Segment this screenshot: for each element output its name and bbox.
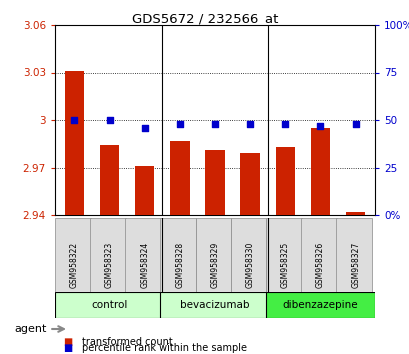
Text: GSM958322: GSM958322 <box>70 242 79 288</box>
Bar <box>240 153 259 215</box>
Bar <box>275 147 294 215</box>
Bar <box>265 218 301 292</box>
Text: GSM958325: GSM958325 <box>280 242 289 288</box>
Point <box>281 121 288 127</box>
Bar <box>55 292 164 318</box>
Bar <box>100 145 119 215</box>
Text: agent: agent <box>14 324 47 334</box>
Point <box>317 123 323 129</box>
Bar <box>55 218 90 292</box>
Bar <box>265 292 374 318</box>
Point <box>106 117 112 123</box>
Point <box>351 121 358 127</box>
Bar <box>160 218 196 292</box>
Text: GSM958324: GSM958324 <box>140 242 149 288</box>
Point <box>141 125 148 130</box>
Text: GSM958326: GSM958326 <box>315 242 324 288</box>
Point <box>211 121 218 127</box>
Text: dibenzazepine: dibenzazepine <box>282 300 357 310</box>
Bar <box>195 218 231 292</box>
Bar <box>125 218 160 292</box>
Point <box>71 117 77 123</box>
Text: bevacizumab: bevacizumab <box>180 300 249 310</box>
Bar <box>90 218 126 292</box>
Bar <box>135 166 154 215</box>
Bar <box>335 218 371 292</box>
Text: transformed count: transformed count <box>81 337 172 347</box>
Text: GSM958323: GSM958323 <box>105 242 114 288</box>
Bar <box>170 141 189 215</box>
Text: GDS5672 / 232566_at: GDS5672 / 232566_at <box>131 12 278 25</box>
Bar <box>230 218 266 292</box>
Bar <box>345 212 364 215</box>
Text: GSM958327: GSM958327 <box>350 242 359 288</box>
Bar <box>65 71 84 215</box>
Text: ■: ■ <box>63 343 72 353</box>
Point <box>176 121 183 127</box>
Text: GSM958329: GSM958329 <box>210 242 219 288</box>
Bar <box>205 150 224 215</box>
Text: GSM958330: GSM958330 <box>245 242 254 288</box>
Bar <box>310 128 329 215</box>
Bar <box>301 218 336 292</box>
Text: ■: ■ <box>63 337 72 347</box>
Text: control: control <box>91 300 127 310</box>
Point <box>246 121 253 127</box>
Bar <box>160 292 269 318</box>
Text: GSM958328: GSM958328 <box>175 242 184 288</box>
Text: percentile rank within the sample: percentile rank within the sample <box>81 343 246 353</box>
